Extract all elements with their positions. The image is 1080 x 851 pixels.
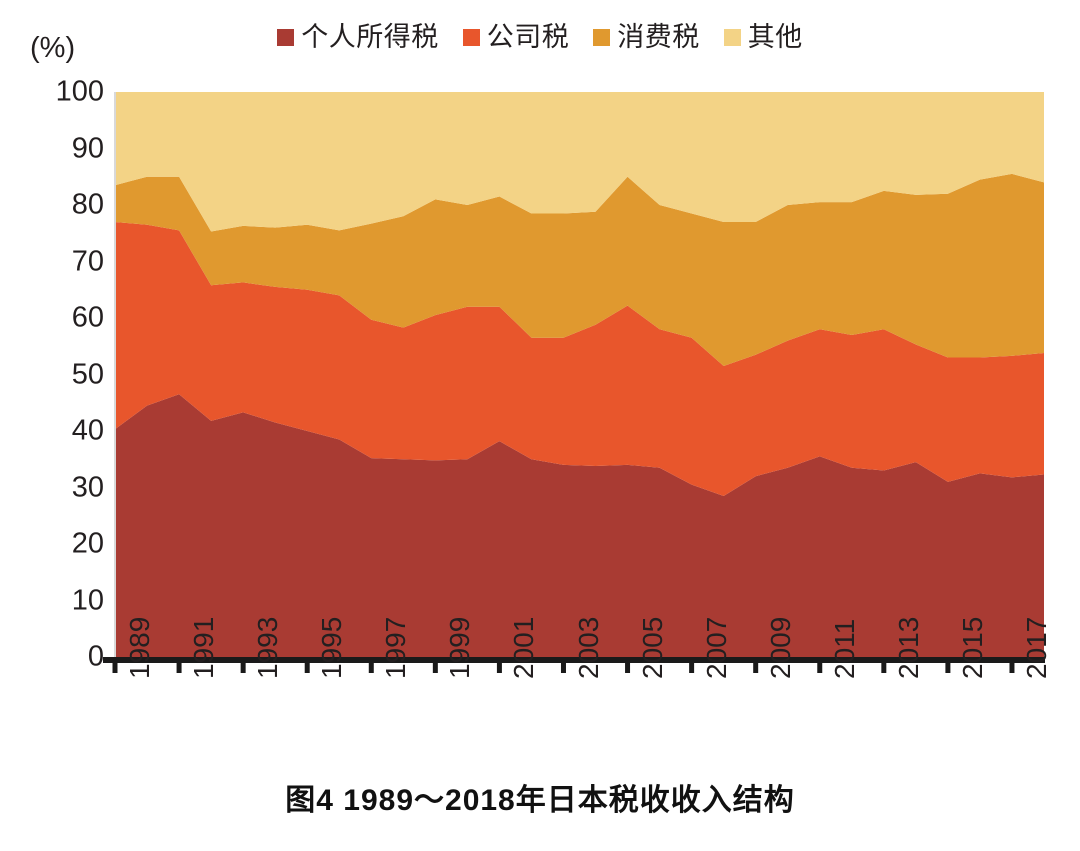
area-band-0 [115,394,1044,657]
x-axis-tick-2001: 2001 [508,616,540,679]
y-axis-tick-20: 20 [71,527,104,560]
area-band-2 [115,173,1044,367]
x-axis-tick-2015: 2015 [956,616,988,679]
y-axis-tick-80: 80 [71,188,104,221]
figure-caption: 图4 1989～2018年日本税收收入结构 [285,784,795,817]
x-axis-tick-1993: 1993 [252,616,284,679]
y-axis-tick-90: 90 [71,132,104,164]
y-axis-tick-40: 40 [71,414,104,447]
x-axis-tick-2009: 2009 [764,616,796,679]
y-axis-tick-60: 60 [71,301,104,334]
x-axis-tick-2013: 2013 [892,616,924,679]
x-axis-tick-1989: 1989 [124,616,155,679]
y-axis-tick-50: 50 [71,358,104,390]
x-axis-tick-1991: 1991 [188,616,220,679]
y-axis-unit-label: (%) [30,32,76,64]
x-axis-tick-1999: 1999 [444,616,476,679]
y-axis-tick-100: 100 [55,75,104,108]
x-axis-tick-2005: 2005 [636,616,668,679]
x-axis-tick-2011: 2011 [828,618,860,679]
x-axis-tick-2003: 2003 [572,616,604,679]
x-axis-tick-2017: 2017 [1021,616,1052,679]
y-axis-tick-10: 10 [71,584,104,616]
y-axis-tick-labels: 100 90 80 70 60 50 40 30 20 10 0 [18,0,104,851]
y-axis-tick-30: 30 [71,471,104,503]
y-axis-tick-0: 0 [87,640,104,673]
x-axis-tick-1997: 1997 [380,616,412,679]
x-axis-tick-2007: 2007 [700,616,732,679]
y-axis-tick-70: 70 [71,245,104,277]
x-axis-tick-1995: 1995 [316,616,348,679]
area-band-1 [115,221,1044,496]
area-band-3 [115,92,1044,232]
